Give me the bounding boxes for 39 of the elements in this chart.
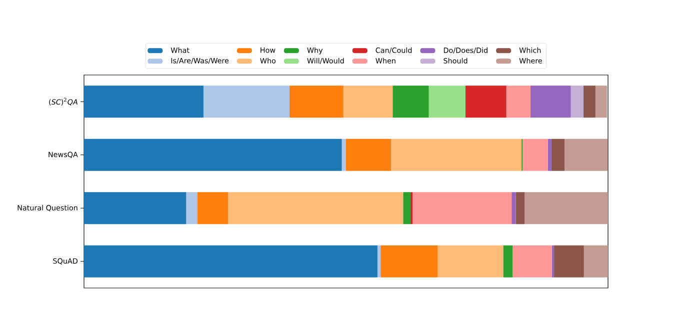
bar — [570, 86, 584, 118]
bar — [428, 86, 466, 118]
bar — [522, 138, 548, 171]
bar — [554, 245, 584, 278]
bar — [583, 86, 596, 118]
bar — [391, 138, 522, 171]
bar — [228, 192, 404, 224]
bar — [203, 86, 290, 118]
bar — [438, 245, 504, 278]
bar — [595, 86, 607, 118]
bar — [512, 192, 516, 224]
bar — [412, 192, 512, 224]
bar — [524, 192, 608, 224]
bar — [584, 245, 608, 278]
bar — [197, 192, 228, 224]
bar — [564, 138, 608, 171]
bar — [530, 86, 571, 118]
bar — [186, 192, 198, 224]
bar — [84, 192, 186, 224]
bar — [392, 86, 429, 118]
bar — [551, 138, 565, 171]
bar — [84, 138, 342, 171]
bar — [289, 86, 344, 118]
bar — [342, 138, 346, 171]
bar — [503, 245, 513, 278]
bar — [506, 86, 530, 118]
bar — [377, 245, 381, 278]
bar — [403, 192, 410, 224]
bar — [552, 245, 554, 278]
bar — [84, 245, 378, 278]
bar — [465, 86, 506, 118]
bar — [548, 138, 552, 171]
bar — [512, 245, 552, 278]
bar — [410, 192, 413, 224]
bar — [346, 138, 392, 171]
bar — [343, 86, 393, 118]
bar — [84, 86, 204, 118]
bar — [380, 245, 438, 278]
bar — [516, 192, 525, 224]
